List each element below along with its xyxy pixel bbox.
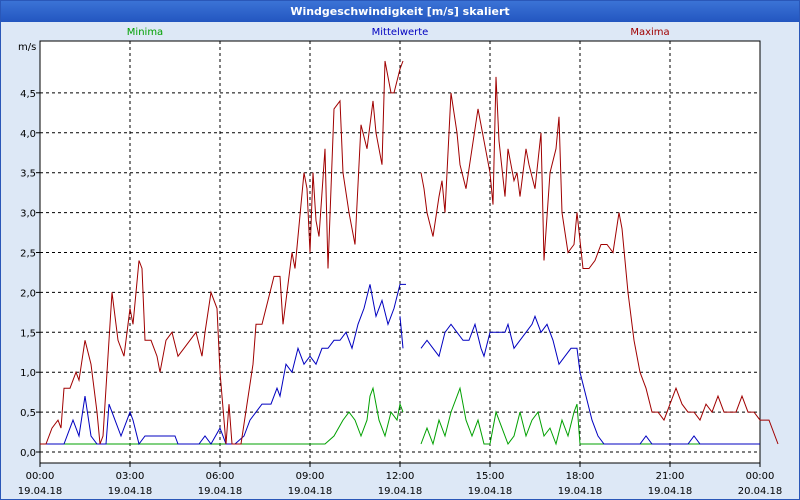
x-tick-time: 15:00 <box>476 471 505 482</box>
x-tick-time: 21:00 <box>656 471 685 482</box>
legend-maxima: Maxima <box>630 27 669 38</box>
x-tick-date: 19.04.18 <box>558 486 603 497</box>
x-tick-time: 00:00 <box>26 471 55 482</box>
mittelwerte-line <box>399 316 404 349</box>
y-tick-label: 4,5 <box>20 89 36 100</box>
y-axis: 0,0 0,5 1,0 1,5 2,0 2,5 3,0 3,5 4,0 4,5 <box>20 89 40 459</box>
series-lines <box>40 60 779 446</box>
window-title: Windgeschwindigkeit [m/s] skaliert <box>1 1 799 22</box>
legend-minima: Minima <box>127 27 163 38</box>
y-tick-label: 4,0 <box>20 129 36 140</box>
y-tick-label: 1,0 <box>20 368 36 379</box>
y-tick-label: 3,5 <box>20 169 36 180</box>
mittelwerte-line <box>420 314 760 445</box>
x-tick-date: 19.04.18 <box>18 486 63 497</box>
y-tick-label: 1,5 <box>20 328 36 339</box>
y-tick-label: 0,0 <box>20 448 36 459</box>
minima-line <box>40 386 404 445</box>
x-tick-time: 18:00 <box>566 471 595 482</box>
x-tick-date: 19.04.18 <box>288 486 333 497</box>
x-tick-date: 19.04.18 <box>468 486 513 497</box>
minima-line <box>420 386 760 446</box>
y-tick-label: 2,5 <box>20 249 36 260</box>
x-tick-time: 09:00 <box>296 471 325 482</box>
y-tick-label: 2,0 <box>20 288 36 299</box>
legend-mittelwerte: Mittelwerte <box>372 27 429 38</box>
x-tick-time: 12:00 <box>386 471 415 482</box>
x-axis: 00:00 19.04.18 03:00 19.04.18 06:00 19.04.18 0… <box>18 463 783 497</box>
y-tick-label: 0,5 <box>20 408 36 419</box>
x-tick-time: 00:00 <box>746 471 775 482</box>
x-tick-date: 19.04.18 <box>108 486 153 497</box>
y-tick-label: 3,0 <box>20 209 36 220</box>
maxima-line <box>40 60 404 445</box>
x-tick-time: 06:00 <box>206 471 235 482</box>
x-tick-date: 19.04.18 <box>198 486 243 497</box>
y-axis-label: m/s <box>18 42 36 53</box>
x-tick-date: 20.04.18 <box>738 486 783 497</box>
maxima-line <box>420 76 779 445</box>
x-tick-date: 19.04.18 <box>648 486 693 497</box>
x-tick-date: 19.04.18 <box>378 486 423 497</box>
x-tick-time: 03:00 <box>116 471 145 482</box>
mittelwerte-line <box>40 283 406 446</box>
